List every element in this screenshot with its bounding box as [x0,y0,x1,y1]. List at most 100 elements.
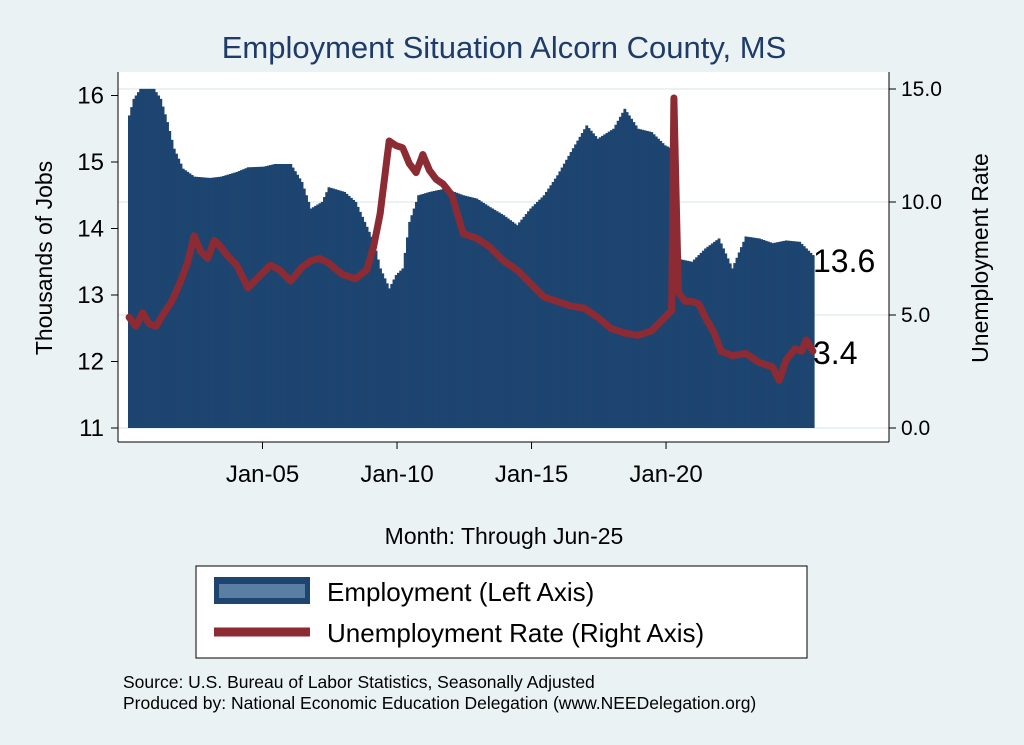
employment-bar [571,148,575,428]
left-tick-label: 14 [77,216,104,243]
employment-bar [217,176,221,428]
employment-bar [677,258,681,428]
employment-bar [506,218,510,428]
employment-bar [363,221,367,428]
employment-bar [538,199,542,428]
employment-bar [195,176,199,428]
employment-bar [374,250,378,428]
employment-bar [392,279,396,428]
employment-bar [161,106,165,428]
employment-bar [491,208,495,428]
employment-bar [722,248,725,428]
employment-bar [504,216,508,428]
legend-label-employment: Employment (Left Axis) [327,577,594,607]
employment-bar [316,204,320,428]
employment-bar [282,163,286,428]
employment-bar [139,88,143,428]
employment-bar [527,211,530,428]
employment-bar [771,243,775,428]
employment-bar [208,177,212,428]
employment-bar [533,204,537,428]
employment-bar [327,187,331,428]
employment-bar [323,197,326,428]
employment-bar [791,241,795,428]
employment-bar [547,188,551,428]
employment-bar [800,244,804,428]
employment-bar [190,175,194,428]
employment-bar [751,237,755,428]
employment-bar [199,177,203,428]
employment-bar [302,188,306,428]
employment-bar [314,205,317,428]
employment-bar [170,139,174,429]
employment-bar [354,201,358,428]
employment-bar [574,144,577,429]
employment-bar [706,246,710,428]
employment-bar [367,231,371,428]
employment-bar [796,241,799,428]
employment-bar [466,196,470,428]
employment-bar [630,118,634,429]
employment-bar [648,131,651,429]
employment-bar [569,152,573,428]
employment-bar [130,107,134,428]
employment-bar [233,172,237,428]
employment-bar [614,124,618,428]
unemployment-end-label: 3.4 [813,335,857,371]
employment-bar [733,263,737,428]
employment-bar [459,194,463,428]
legend: Employment (Left Axis) Unemployment Rate… [195,565,808,659]
unemployment-line [125,94,817,384]
employment-bar [708,245,712,428]
employment-bar [428,191,432,428]
left-tick-label: 16 [77,83,104,110]
employment-bar [298,178,302,428]
employment-bar [157,95,160,428]
employment-bar [340,191,344,428]
employment-bar [560,167,564,428]
employment-bar [811,255,815,428]
source-note: Source: U.S. Bureau of Labor Statistics,… [123,672,595,692]
employment-bar [692,259,696,428]
employment-bar [275,163,279,428]
employment-bar [356,206,360,428]
employment-bar [379,268,382,428]
employment-bar [450,191,454,428]
employment-bar [511,221,515,428]
employment-bar [583,129,586,428]
employment-bar [518,222,521,428]
employment-bar [408,221,412,428]
employment-bar [352,199,356,428]
employment-bar [204,177,208,428]
employment-bar [435,190,438,428]
employment-bar [414,201,418,428]
employment-bar [388,288,391,428]
employment-bar [381,273,385,428]
employment-bar [769,242,773,428]
employment-bar [163,114,167,428]
employment-bar [632,122,636,428]
employment-bar [291,167,295,428]
employment-bar [441,189,445,428]
employment-bar [719,243,723,428]
employment-bar [748,237,752,428]
employment-bar [688,261,692,428]
employment-bar [731,268,734,428]
employment-bar [446,189,450,428]
employment-bar [284,163,288,428]
employment-bar [580,133,584,428]
employment-bar [679,259,683,428]
employment-bar [251,167,255,428]
employment-bar [361,216,364,428]
right-axis-ticks: 0.0 5.0 10.0 15.0 [889,78,942,440]
employment-bar [128,115,131,428]
employment-bar [540,197,544,428]
employment-bar [587,128,591,428]
employment-bar [143,88,147,428]
employment-bar [477,200,481,428]
employment-bar [486,205,490,428]
right-tick-label: 0.0 [901,417,930,440]
employment-bar [735,257,739,428]
employment-bar [219,176,223,428]
